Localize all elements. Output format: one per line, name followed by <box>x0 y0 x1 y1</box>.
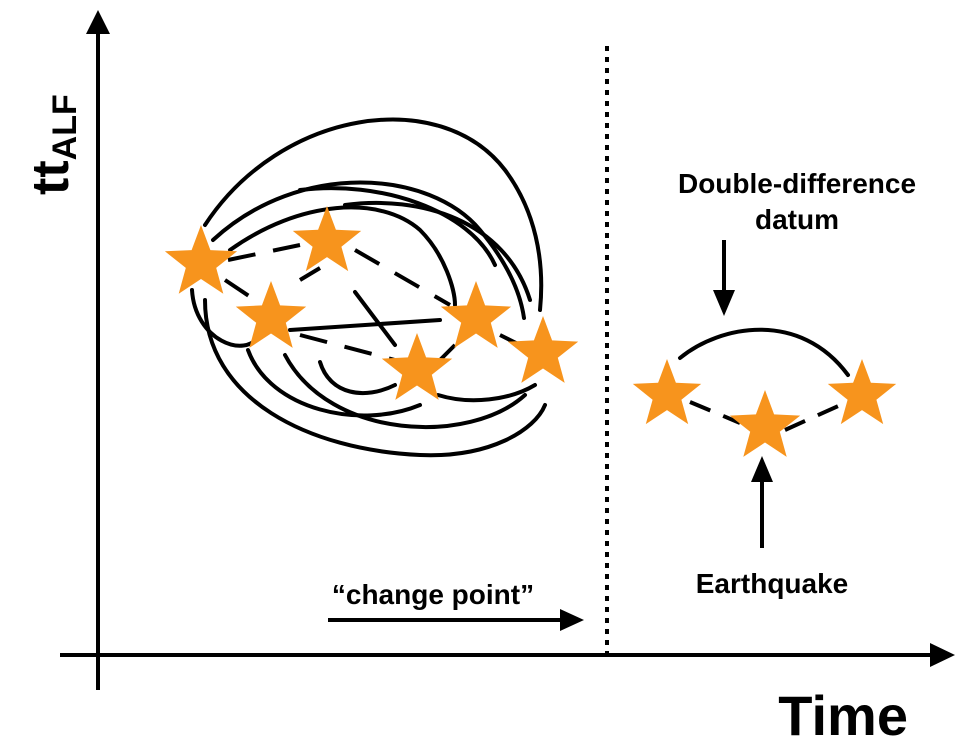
x-axis-label: Time <box>778 684 908 741</box>
dashed-link <box>438 343 457 362</box>
dd-datum-label-line2: datum <box>755 204 839 235</box>
earthquake-label: Earthquake <box>696 568 849 599</box>
y-axis-label-subscript: ALF <box>46 94 84 160</box>
curve-arc <box>436 383 537 403</box>
earthquake-arrowhead <box>751 456 773 482</box>
curve-arc <box>318 360 397 396</box>
star-icon <box>440 281 512 348</box>
star-icon <box>507 316 579 383</box>
dashed-link <box>223 278 257 302</box>
dd-datum-arrowhead <box>713 290 735 316</box>
star-icon <box>729 390 801 457</box>
star-icon <box>292 206 362 272</box>
star-icon <box>235 281 307 348</box>
change-point-arrowhead <box>560 609 584 631</box>
dashed-link <box>227 243 301 262</box>
change-point-label: “change point” <box>332 579 534 610</box>
star-icon <box>632 359 702 425</box>
curve-arc <box>203 298 547 458</box>
curve-segment <box>353 290 397 347</box>
curve-arc <box>228 205 457 307</box>
dashed-link <box>784 401 846 432</box>
x-axis-arrowhead <box>930 643 955 667</box>
dashed-link <box>353 248 452 307</box>
curve-arc <box>203 117 544 312</box>
star-icon <box>164 225 238 294</box>
star-icon <box>827 359 897 425</box>
dd-datum-label-line1: Double-difference <box>678 168 916 199</box>
star-icon <box>381 333 453 400</box>
curve-arc <box>190 288 262 348</box>
curve-arc <box>283 353 527 429</box>
curve-segment <box>288 318 442 332</box>
curve-arc <box>343 200 532 302</box>
svg-text:ttALF: ttALF <box>22 94 84 195</box>
event-stars <box>164 206 897 457</box>
curve-arc <box>211 180 526 320</box>
axes <box>60 10 955 690</box>
y-axis-label-main: tt <box>22 160 80 195</box>
dashed-link <box>689 400 741 425</box>
y-axis-label: ttALF <box>22 94 84 195</box>
dashed-link <box>299 333 396 362</box>
pre-change-curves <box>190 117 547 458</box>
y-axis-arrowhead <box>86 10 110 34</box>
post-change-links <box>678 327 850 432</box>
curve-arc <box>298 186 497 267</box>
dashed-link <box>298 266 322 282</box>
curve-arc <box>246 348 422 418</box>
pre-change-dashed-links <box>223 243 521 362</box>
datum-arc <box>678 327 850 377</box>
